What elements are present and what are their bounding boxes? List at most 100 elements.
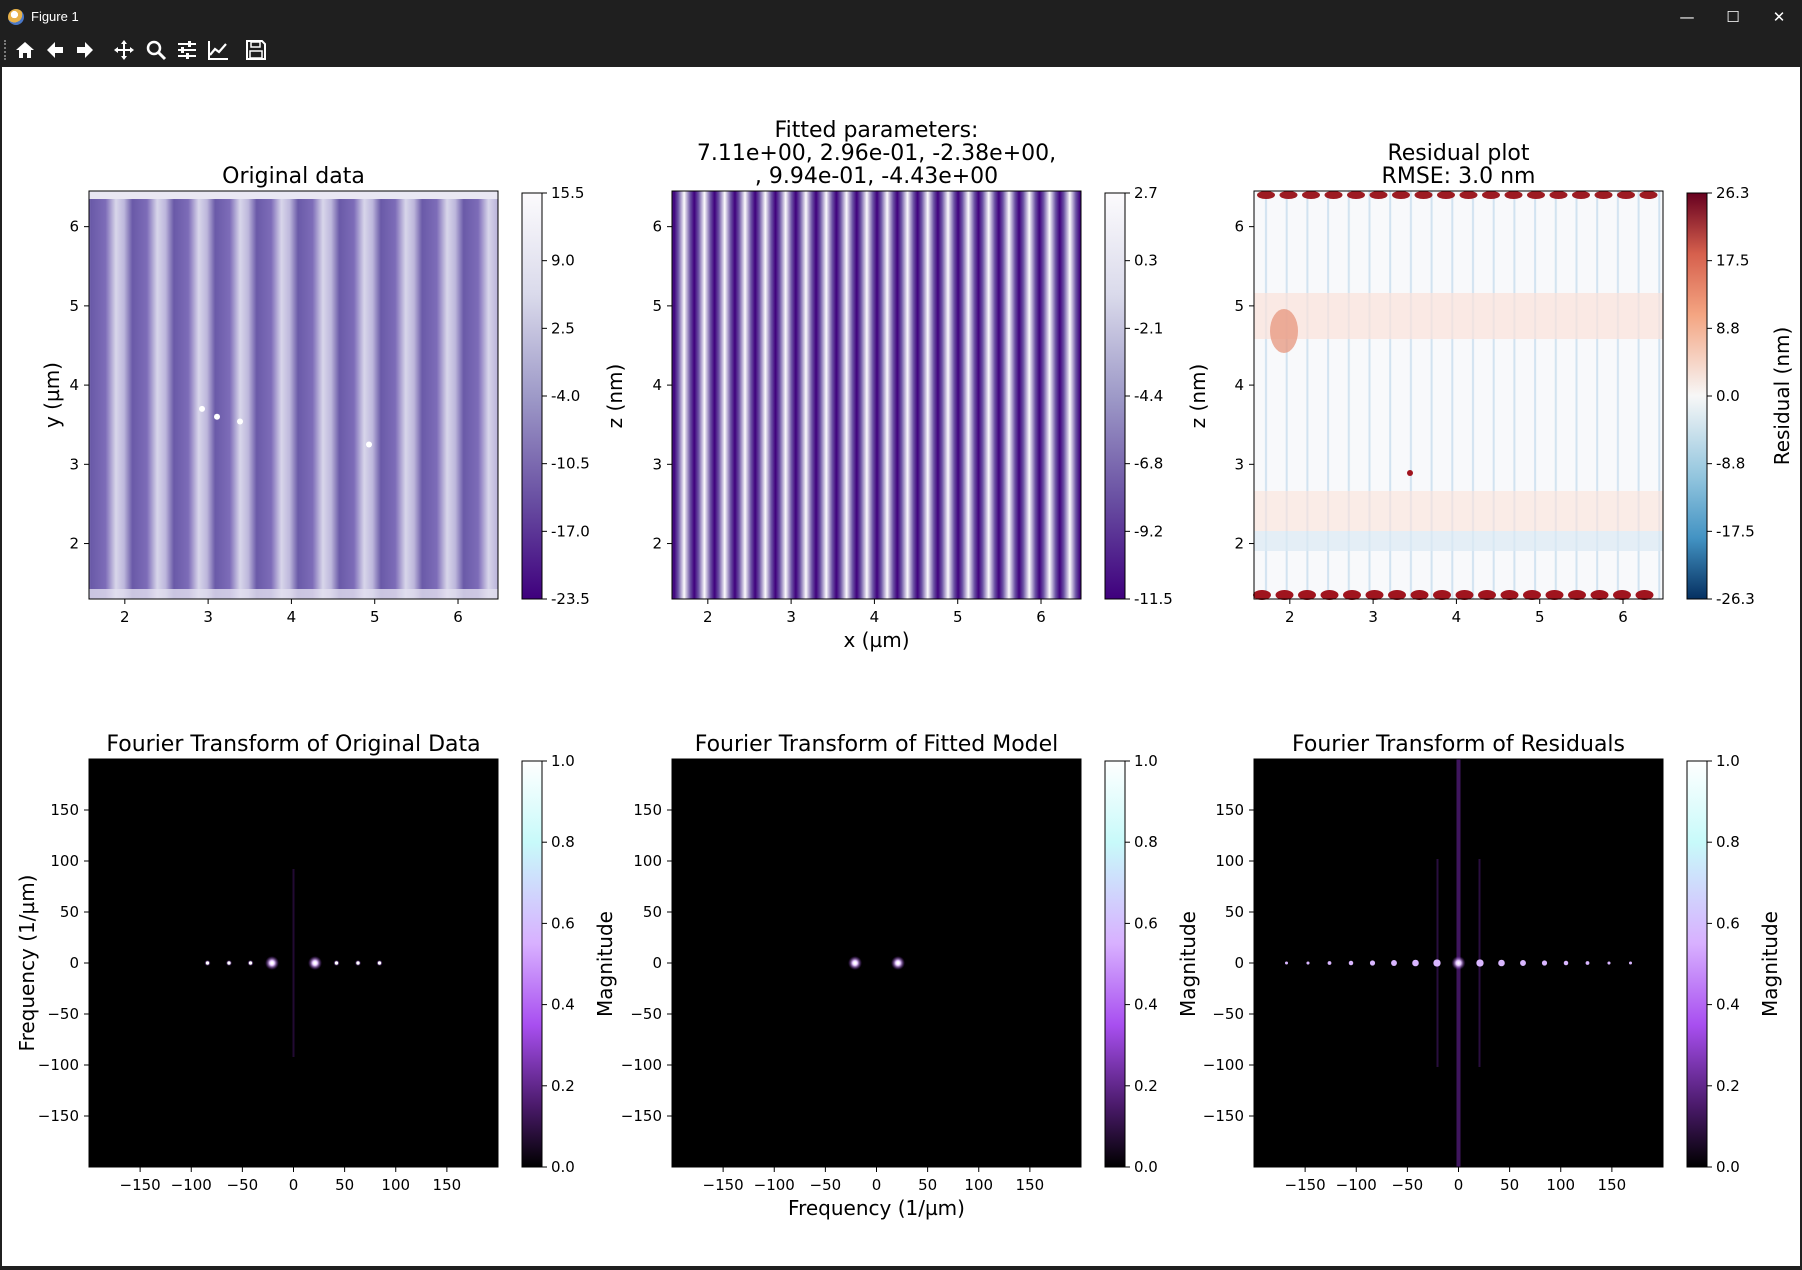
y-tick-label: −150	[621, 1107, 662, 1125]
title-bar[interactable]: Figure 1 — ☐ ✕	[0, 0, 1802, 34]
residual-edge-spot	[1478, 590, 1496, 600]
x-tick-label: 50	[1500, 1176, 1519, 1194]
pan-button[interactable]	[111, 38, 137, 62]
x-tick-label: 4	[287, 608, 297, 626]
colorbar-tick-label: -10.5	[551, 455, 590, 473]
original-bottom-edge	[89, 589, 498, 599]
residual-band	[1254, 531, 1663, 551]
x-tick-label: −150	[1285, 1176, 1326, 1194]
residual-edge-spot	[1392, 191, 1410, 199]
y-tick-label: 150	[50, 801, 79, 819]
original-colorbar	[521, 192, 543, 600]
colorbar-tick-label: 0.4	[1134, 996, 1158, 1014]
colorbar-tick-label: 8.8	[1716, 319, 1740, 337]
residual-harmonic-peak	[1607, 961, 1611, 965]
matplotlib-logo-icon	[8, 9, 24, 25]
fitted-colorbar	[1104, 192, 1126, 600]
close-button[interactable]: ✕	[1772, 8, 1786, 26]
residual-harmonic-peak	[1327, 961, 1332, 965]
residual-edge-spot	[1437, 191, 1455, 199]
colorbar-tick-label: -8.8	[1716, 455, 1745, 473]
residual-harmonic-peak	[1476, 959, 1484, 967]
y-tick-label: −100	[38, 1056, 79, 1074]
home-icon	[16, 42, 34, 58]
ft_original-peak-core	[270, 961, 274, 965]
save-button[interactable]	[243, 38, 269, 62]
residual-edge-spot	[1298, 590, 1316, 600]
ft_original-colorbar	[521, 760, 543, 1168]
home-button[interactable]	[12, 38, 38, 62]
colorbar-tick-label: 0.0	[551, 1158, 575, 1176]
y-tick-label: 2	[69, 535, 79, 553]
colorbar-tick-label: -26.3	[1716, 590, 1755, 608]
magnifier-icon	[146, 40, 167, 61]
residual-edge-spot	[1613, 590, 1631, 600]
x-tick-label: 4	[870, 608, 880, 626]
residual-edge-spot	[1639, 191, 1658, 199]
back-button[interactable]	[42, 38, 68, 62]
figure-svg: 2 3 4 5 6 2 3 4 5 6 Original data y (µm) 15.5 9.0 2.5 -…	[15, 118, 1794, 1220]
subplots-button[interactable]	[174, 38, 200, 62]
y-tick-label: 0	[1234, 954, 1244, 972]
colorbar-tick-label: -4.0	[551, 387, 580, 405]
residual-harmonic-peak	[1433, 959, 1441, 967]
residual-harmonic-peak	[1520, 960, 1526, 966]
colorbar-tick-label: 0.8	[1716, 833, 1740, 851]
x-tick-label: 6	[1618, 608, 1628, 626]
minimize-button[interactable]: —	[1679, 8, 1695, 26]
ft_residual-colorbar	[1686, 760, 1708, 1168]
colorbar-tick-label: 1.0	[1134, 752, 1158, 770]
original-particle	[366, 441, 372, 448]
residual-edge-spot	[1635, 590, 1654, 600]
residual-edge-spot	[1617, 191, 1635, 199]
y-tick-label: 5	[652, 297, 662, 315]
x-tick-label: −100	[754, 1176, 795, 1194]
x-tick-label: 3	[1368, 608, 1378, 626]
residual-edge-spot	[1257, 191, 1275, 199]
zoom-button[interactable]	[143, 38, 169, 62]
ft_original-peak-core	[377, 961, 382, 965]
y-tick-label: 100	[1215, 852, 1244, 870]
y-tick-label: 50	[643, 903, 662, 921]
x-tick-label: 100	[964, 1176, 993, 1194]
original-particle	[214, 413, 220, 420]
residual-harmonic-peak	[1369, 960, 1376, 966]
residual-harmonic-peak	[1285, 961, 1288, 965]
x-tick-label: −100	[1336, 1176, 1377, 1194]
y-tick-label: 3	[69, 455, 79, 473]
original-colorbar-label: z (nm)	[603, 364, 627, 429]
colorbar-tick-label: 26.3	[1716, 184, 1749, 202]
x-tick-label: −100	[171, 1176, 212, 1194]
residual-edge-spot	[1500, 590, 1519, 600]
colorbar-tick-label: 0.2	[1716, 1077, 1740, 1095]
fitted-title: Fitted parameters:	[775, 118, 979, 143]
colorbar-tick-label: -4.4	[1134, 387, 1163, 405]
maximize-button[interactable]: ☐	[1726, 8, 1740, 26]
colorbar-tick-label: -11.5	[1134, 590, 1173, 608]
x-tick-label: 50	[335, 1176, 354, 1194]
colorbar-tick-label: 0.3	[1134, 252, 1158, 270]
colorbar-tick-label: 1.0	[1716, 752, 1740, 770]
residual-edge-spot	[1572, 191, 1590, 199]
toolbar-grip[interactable]	[4, 40, 8, 60]
x-tick-label: −150	[703, 1176, 744, 1194]
line-chart-icon	[208, 41, 228, 60]
residual-edge-spot	[1302, 191, 1320, 199]
ft_original-colorbar-label: Magnitude	[593, 911, 617, 1017]
original-title: Original data	[222, 164, 365, 189]
floppy-disk-icon	[246, 40, 266, 60]
forward-button[interactable]	[72, 38, 98, 62]
figure-canvas[interactable]: 2 3 4 5 6 2 3 4 5 6 Original data y (µm) 15.5 9.0 2.5 -…	[2, 67, 1800, 1266]
y-tick-label: 3	[1234, 455, 1244, 473]
edit-axes-button[interactable]	[205, 38, 231, 62]
ft_model-image	[671, 758, 1082, 1168]
colorbar-tick-label: 15.5	[551, 184, 584, 202]
x-tick-label: −50	[1392, 1176, 1424, 1194]
original-vertical-streak	[292, 869, 295, 1057]
y-tick-label: 4	[69, 376, 79, 394]
colorbar-tick-label: 0.6	[551, 914, 575, 932]
residual-edge-spot	[1347, 191, 1365, 199]
residual-edge-spot	[1369, 191, 1388, 199]
residual-edge-spot	[1324, 191, 1343, 199]
